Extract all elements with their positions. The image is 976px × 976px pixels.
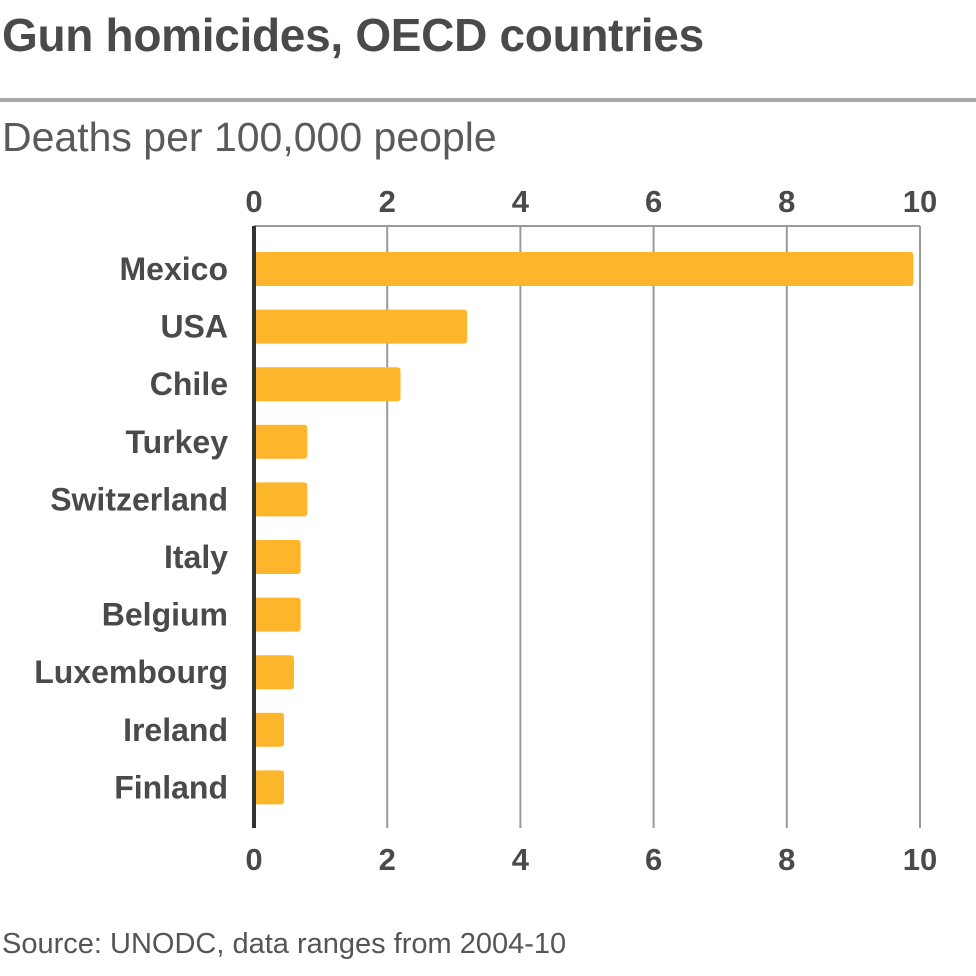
x-tick-label-top: 4 bbox=[512, 184, 530, 219]
x-tick-label-top: 6 bbox=[645, 184, 662, 219]
bar bbox=[254, 424, 308, 459]
x-tick-label-top: 0 bbox=[245, 184, 262, 219]
bar bbox=[254, 712, 284, 747]
chart-subtitle: Deaths per 100,000 people bbox=[2, 114, 497, 160]
x-tick-label-bottom: 2 bbox=[379, 842, 396, 877]
bar bbox=[254, 309, 468, 344]
bar bbox=[254, 540, 301, 574]
x-tick-label-bottom: 8 bbox=[778, 842, 795, 877]
category-label: USA bbox=[160, 309, 228, 345]
category-label: Finland bbox=[114, 769, 228, 805]
bar bbox=[254, 597, 301, 632]
category-label: Switzerland bbox=[50, 481, 228, 517]
chart-title: Gun homicides, OECD countries bbox=[2, 9, 704, 61]
source-note: Source: UNODC, data ranges from 2004-10 bbox=[2, 928, 567, 960]
category-label: Chile bbox=[150, 366, 228, 402]
category-label: Italy bbox=[164, 539, 228, 575]
x-tick-label-top: 8 bbox=[778, 184, 795, 219]
x-tick-label-bottom: 6 bbox=[645, 842, 662, 877]
x-tick-label-bottom: 10 bbox=[903, 842, 937, 877]
bar bbox=[254, 770, 284, 805]
x-tick-label-top: 10 bbox=[903, 184, 937, 219]
x-tick-label-top: 2 bbox=[379, 184, 396, 219]
category-label: Luxembourg bbox=[34, 654, 228, 690]
x-tick-label-bottom: 0 bbox=[245, 842, 262, 877]
title-divider bbox=[0, 98, 976, 102]
bar bbox=[254, 367, 401, 402]
x-tick-label-bottom: 4 bbox=[512, 842, 530, 877]
bar bbox=[254, 252, 914, 286]
bar bbox=[254, 482, 308, 517]
bar bbox=[254, 655, 294, 690]
category-label: Belgium bbox=[102, 597, 228, 633]
category-label: Turkey bbox=[125, 424, 228, 460]
category-label: Ireland bbox=[123, 712, 228, 748]
category-label: Mexico bbox=[120, 251, 228, 287]
